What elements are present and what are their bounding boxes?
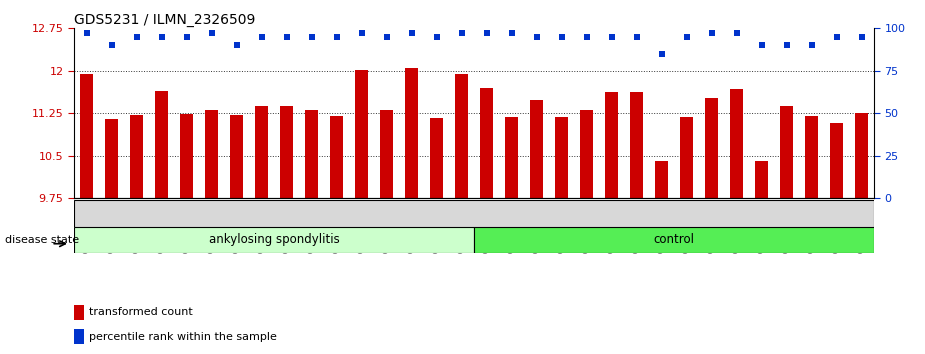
- Bar: [731, 89, 743, 198]
- Bar: [856, 113, 868, 198]
- Point: [279, 34, 294, 40]
- Point: [304, 34, 319, 40]
- Bar: [74, 305, 84, 320]
- Point: [229, 42, 244, 48]
- Bar: [255, 107, 267, 198]
- Point: [829, 34, 844, 40]
- Bar: [80, 74, 92, 198]
- Text: disease state: disease state: [5, 235, 79, 245]
- Bar: [555, 117, 568, 198]
- Bar: [330, 116, 343, 198]
- Bar: [455, 74, 468, 198]
- Bar: [605, 92, 618, 198]
- Bar: [706, 98, 718, 198]
- Point: [329, 34, 344, 40]
- Bar: [180, 114, 192, 198]
- Point: [704, 30, 719, 36]
- Text: GDS5231 / ILMN_2326509: GDS5231 / ILMN_2326509: [74, 13, 255, 27]
- Point: [254, 34, 269, 40]
- Bar: [580, 110, 593, 198]
- Bar: [480, 88, 493, 198]
- Bar: [681, 117, 693, 198]
- Bar: [74, 329, 84, 344]
- Point: [529, 34, 544, 40]
- Bar: [380, 110, 393, 198]
- Text: ankylosing spondylitis: ankylosing spondylitis: [209, 233, 339, 246]
- Point: [154, 34, 169, 40]
- Point: [629, 34, 644, 40]
- Bar: [405, 68, 418, 198]
- Point: [204, 30, 219, 36]
- Bar: [280, 107, 293, 198]
- Point: [105, 42, 119, 48]
- Point: [779, 42, 794, 48]
- Point: [679, 34, 694, 40]
- Point: [604, 34, 619, 40]
- Point: [479, 30, 494, 36]
- Bar: [505, 117, 518, 198]
- Bar: [130, 115, 142, 198]
- Bar: [530, 100, 543, 198]
- Bar: [305, 110, 318, 198]
- Point: [554, 34, 569, 40]
- Point: [754, 42, 769, 48]
- Point: [429, 34, 444, 40]
- Bar: [355, 70, 368, 198]
- Bar: [655, 161, 668, 198]
- Bar: [781, 106, 793, 198]
- Bar: [74, 227, 474, 253]
- Bar: [831, 123, 843, 198]
- Text: transformed count: transformed count: [89, 307, 192, 317]
- Point: [804, 42, 819, 48]
- Point: [729, 30, 744, 36]
- Bar: [155, 91, 167, 198]
- Point: [504, 30, 519, 36]
- Point: [130, 34, 144, 40]
- Text: percentile rank within the sample: percentile rank within the sample: [89, 332, 277, 342]
- Bar: [230, 115, 242, 198]
- Bar: [806, 116, 818, 198]
- Point: [579, 34, 594, 40]
- Bar: [474, 227, 874, 253]
- Point: [80, 30, 94, 36]
- Point: [404, 30, 419, 36]
- Point: [379, 34, 394, 40]
- Text: control: control: [654, 233, 695, 246]
- Point: [654, 51, 669, 57]
- Bar: [105, 119, 117, 198]
- Point: [354, 30, 369, 36]
- Point: [454, 30, 469, 36]
- Bar: [756, 161, 768, 198]
- Bar: [205, 110, 217, 198]
- Point: [179, 34, 194, 40]
- Point: [854, 34, 869, 40]
- Bar: [430, 118, 443, 198]
- Bar: [630, 92, 643, 198]
